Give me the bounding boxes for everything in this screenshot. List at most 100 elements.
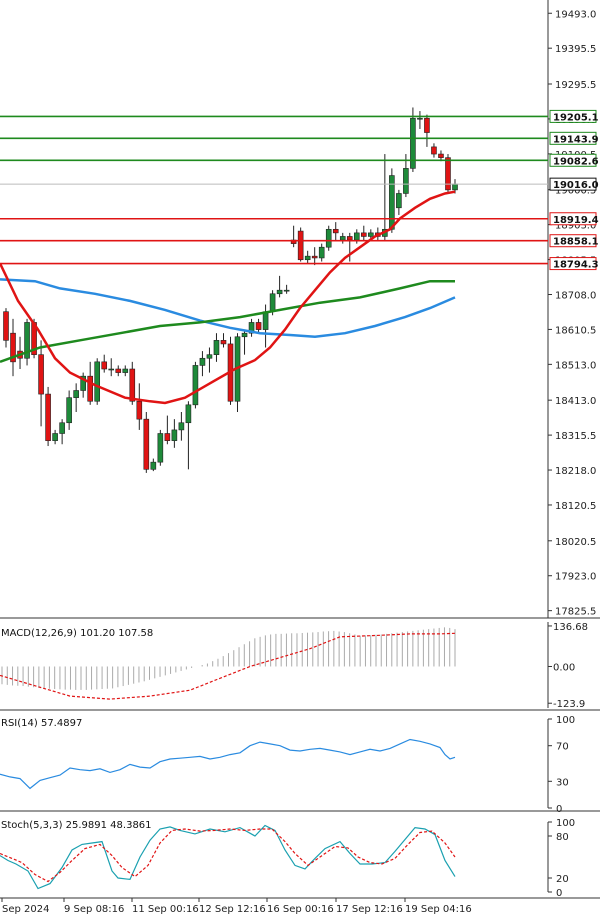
candle-body (157, 433, 164, 463)
rsi-panel: 100 70 30 0 (0, 715, 600, 815)
candle-body (164, 433, 171, 441)
candle-body (108, 368, 115, 371)
candle-body (332, 228, 339, 234)
resistance-level-tag (549, 131, 597, 145)
ma-long-line (0, 279, 455, 363)
candle-body (178, 422, 185, 431)
candle-body (87, 375, 93, 402)
candle-body (241, 332, 248, 338)
rsi-tick-label: 100 (556, 715, 575, 726)
support-level-value: 18794.3 (553, 260, 599, 271)
candle-body (438, 153, 444, 158)
candle-body (59, 422, 65, 434)
candle-body (171, 429, 178, 441)
resistance-level-tag (549, 109, 597, 123)
price-tick-label: 18708.0 (555, 290, 596, 301)
candle-body (445, 157, 451, 191)
candle-body (389, 175, 395, 230)
candle-body (115, 368, 122, 373)
stoch-tick-label: 100 (556, 818, 575, 829)
price-tick-label: 17825.5 (555, 607, 596, 618)
stoch-tick-label: 80 (556, 832, 569, 843)
candle-body (318, 246, 325, 259)
rsi-label: RSI(14) 57.4897 (1, 718, 82, 729)
macd-tick-label: -123.9 (553, 699, 585, 710)
price-tick-label: 18120.5 (555, 501, 596, 512)
time-tick-label: 16 Sep 00:16 (267, 904, 334, 915)
candle-body (403, 168, 409, 194)
resistance-level-value: 19082.6 (553, 156, 599, 167)
candle-body (304, 255, 311, 261)
macd-panel: 136.68 0.00 -123.9 (0, 622, 600, 711)
candle-body (248, 322, 255, 334)
candle-body (66, 397, 72, 424)
candle-body (368, 232, 374, 237)
candle-body (73, 390, 79, 398)
support-level-value: 18919.4 (553, 215, 599, 226)
price-tick-label: 19395.5 (555, 44, 596, 55)
candle-body (262, 311, 269, 330)
candle-body (213, 340, 220, 355)
candle-body (199, 357, 206, 366)
candle-body (38, 354, 44, 395)
macd-tick-label: 136.68 (553, 622, 588, 633)
price-panel: 19493.019395.519295.519198.019100.519000… (0, 0, 600, 619)
time-axis: Sep 2024 9 Sep 08:16 11 Sep 00:16 12 Sep 12… (1, 898, 472, 915)
time-tick-label: 12 Sep 12:16 (199, 904, 266, 915)
macd-signal-line (0, 632, 456, 700)
macd-tick-label: 0.00 (553, 662, 575, 673)
current-price-tag (549, 177, 597, 191)
candle-body (80, 375, 86, 391)
time-tick-label: 17 Sep 12:16 (336, 904, 403, 915)
candle-body (192, 365, 199, 406)
support-level-value: 18858.1 (553, 237, 599, 248)
support-level-tag (549, 212, 597, 226)
candle-body (360, 232, 367, 237)
candle-body (129, 368, 136, 402)
candle-body (220, 340, 227, 345)
price-tick-label: 18020.5 (555, 537, 596, 548)
stoch-panel: 100 80 20 0 (0, 818, 600, 899)
rsi-tick-label: 70 (556, 742, 569, 753)
candle-body (24, 322, 30, 359)
candle-body (269, 293, 276, 312)
candle-body (185, 404, 192, 424)
candle-body (3, 311, 9, 341)
candle-body (410, 117, 416, 169)
candle-body (101, 361, 108, 370)
support-level-tag (549, 234, 597, 248)
price-tick-label: 19295.5 (555, 80, 596, 91)
macd-label: MACD(12,26,9) 101.20 107.58 (1, 628, 153, 639)
candle-body (283, 289, 290, 292)
candle-body (52, 433, 58, 441)
candle-body (311, 255, 318, 259)
time-tick-label: Sep 2024 (2, 904, 49, 915)
candle-body (424, 117, 430, 133)
resistance-level-tag (549, 153, 597, 167)
resistance-level-value: 19205.1 (553, 112, 599, 123)
price-tick-label: 18513.0 (555, 360, 596, 371)
candle-body (431, 146, 437, 155)
price-tick-label: 19493.0 (555, 9, 596, 20)
candle-body (276, 289, 283, 295)
candle-body (45, 393, 51, 441)
time-tick-label: 9 Sep 08:16 (64, 904, 124, 915)
candle-body (452, 183, 458, 191)
time-tick-label: 11 Sep 00:16 (132, 904, 199, 915)
candle-body (206, 354, 213, 359)
price-tick-label: 18903.0 (555, 221, 596, 232)
price-tick-label: 18413.0 (555, 396, 596, 407)
candle-body (297, 230, 304, 261)
current-price-value: 19016.0 (553, 180, 599, 191)
rsi-tick-label: 30 (556, 777, 569, 788)
price-tick-label: 18315.5 (555, 431, 596, 442)
stoch-label: Stoch(5,3,3) 25.9891 48.3861 (1, 820, 152, 831)
rsi-tick-label: 0 (556, 804, 562, 815)
price-tick-label: 18610.5 (555, 325, 596, 336)
time-tick-label: 19 Sep 04:16 (405, 904, 472, 915)
candle-body (94, 361, 101, 402)
candle-body (10, 332, 16, 363)
candle-body (122, 368, 129, 373)
price-tick-label: 17923.0 (555, 572, 596, 583)
